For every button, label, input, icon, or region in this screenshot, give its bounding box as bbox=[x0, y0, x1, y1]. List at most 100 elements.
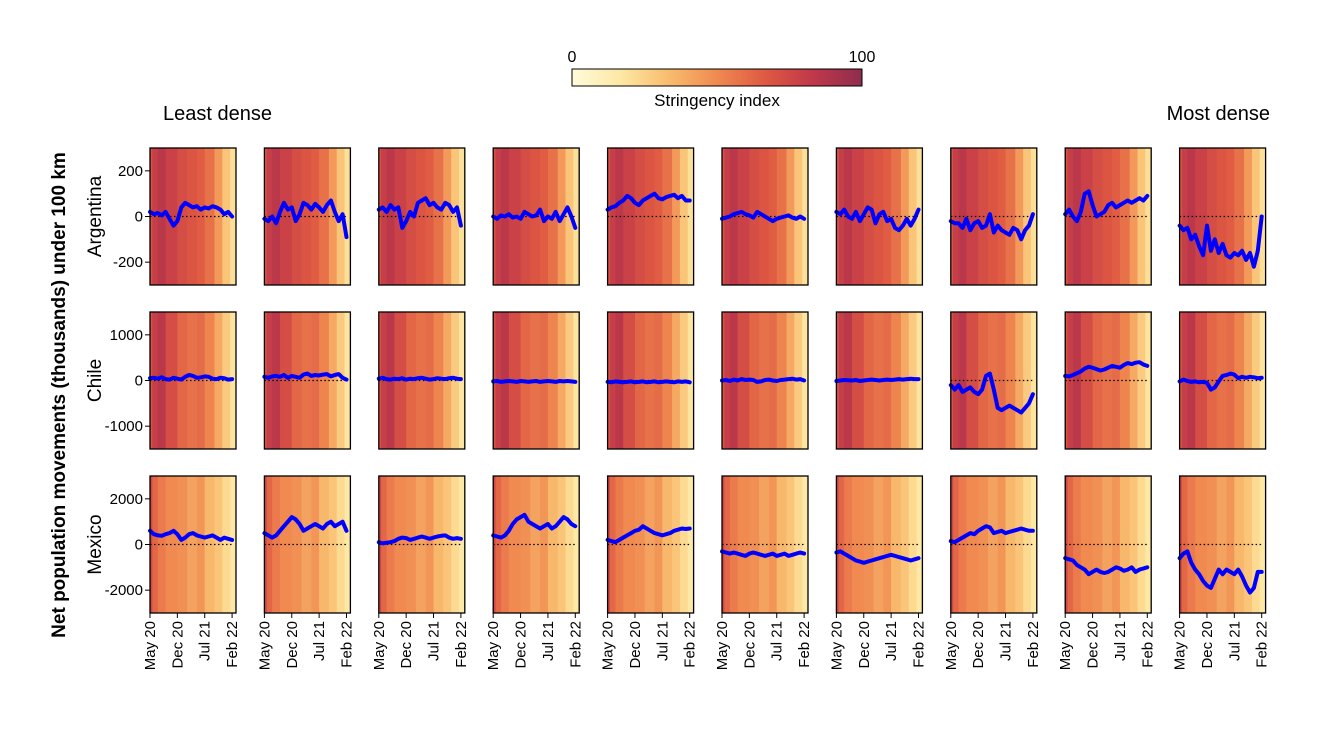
panel-chile-7 bbox=[834, 311, 924, 450]
stringency-band bbox=[458, 148, 466, 285]
stringency-band bbox=[386, 476, 395, 613]
y-tick-label: 2000 bbox=[110, 491, 143, 508]
stringency-band bbox=[157, 476, 167, 613]
stringency-band bbox=[1195, 476, 1208, 613]
stringency-band bbox=[530, 476, 541, 613]
stringency-band bbox=[1119, 476, 1131, 613]
row-label-mexico: Mexico bbox=[85, 514, 106, 574]
x-tick-label: Dec 20 bbox=[169, 621, 186, 669]
stringency-band bbox=[1030, 312, 1038, 449]
stringency-band bbox=[916, 476, 923, 613]
panel-frame bbox=[263, 311, 352, 450]
stringency-band bbox=[654, 476, 663, 613]
x-tick-label: Dec 20 bbox=[970, 621, 987, 669]
stringency-band bbox=[958, 148, 967, 285]
stringency-band bbox=[883, 476, 892, 613]
stringency-band bbox=[1005, 312, 1016, 449]
stringency-band bbox=[319, 476, 330, 613]
stringency-band bbox=[157, 312, 167, 449]
stringency-band bbox=[1145, 312, 1152, 449]
stringency-band bbox=[1005, 476, 1016, 613]
stringency-band bbox=[458, 476, 466, 613]
stringency-band bbox=[433, 148, 444, 285]
panel-chile-1 bbox=[148, 311, 237, 450]
series-line bbox=[376, 196, 463, 230]
series-line bbox=[605, 524, 692, 545]
panel-argentina-6 bbox=[720, 147, 809, 286]
colorbar-gradient bbox=[571, 68, 863, 87]
stringency-band bbox=[966, 476, 979, 613]
panel-mexico-3: May 20 Dec 20 Jul 21 Feb 22 bbox=[371, 475, 470, 670]
panel-frame bbox=[378, 475, 466, 614]
x-tick-label: May 20 bbox=[371, 621, 388, 670]
panel-frame bbox=[606, 475, 695, 614]
row-label-argentina: Argentina bbox=[85, 175, 106, 257]
panel-frame bbox=[1178, 147, 1267, 286]
panel-frame bbox=[835, 475, 924, 614]
series-line bbox=[148, 200, 235, 228]
colorbar-min-label: 0 bbox=[568, 49, 577, 66]
panel-frame bbox=[721, 475, 809, 614]
stringency-band bbox=[662, 148, 673, 285]
series-line bbox=[262, 198, 349, 240]
series-line bbox=[1063, 189, 1150, 224]
panel-frame bbox=[1178, 311, 1267, 450]
stringency-band bbox=[1145, 476, 1152, 613]
stringency-band bbox=[729, 148, 739, 285]
x-tick-label: May 20 bbox=[1057, 621, 1074, 670]
stringency-band bbox=[301, 148, 312, 285]
panel-mexico-2: May 20 Dec 20 Jul 21 Feb 22 bbox=[256, 475, 355, 670]
stringency-band bbox=[433, 476, 444, 613]
panel-frame bbox=[950, 475, 1038, 614]
stringency-band bbox=[1234, 476, 1245, 613]
panel-argentina-7 bbox=[834, 147, 924, 286]
series-line bbox=[491, 205, 578, 230]
stringency-band bbox=[1102, 312, 1113, 449]
panel-frame bbox=[1064, 475, 1152, 614]
stringency-band bbox=[204, 476, 215, 613]
panel-chile-3 bbox=[376, 311, 466, 450]
panel-argentina-9 bbox=[1063, 147, 1152, 286]
small-multiples-grid: Argentina-2000200Chile-100001000Mexico-2… bbox=[85, 147, 1271, 670]
series-line bbox=[834, 549, 921, 565]
stringency-band bbox=[280, 312, 293, 449]
series-line bbox=[491, 512, 578, 540]
stringency-band bbox=[433, 312, 444, 449]
panel-frame bbox=[149, 475, 237, 614]
x-tick-label: May 20 bbox=[714, 621, 731, 670]
x-tick-label: May 20 bbox=[943, 621, 960, 670]
stringency-band bbox=[501, 476, 510, 613]
y-tick-label: 0 bbox=[135, 537, 143, 554]
stringency-band bbox=[540, 476, 549, 613]
stringency-band bbox=[891, 148, 902, 285]
y-tick-label: 1000 bbox=[110, 327, 143, 344]
stringency-band bbox=[966, 148, 979, 285]
stringency-band bbox=[425, 476, 435, 613]
panel-argentina-10 bbox=[1177, 147, 1267, 286]
panel-frame bbox=[378, 311, 466, 450]
stringency-band bbox=[1187, 148, 1196, 285]
stringency-band bbox=[873, 476, 884, 613]
stringency-band bbox=[187, 312, 198, 449]
stringency-band bbox=[1226, 148, 1235, 285]
x-tick-label: May 20 bbox=[600, 621, 617, 670]
panel-frame bbox=[950, 311, 1038, 450]
stringency-band bbox=[272, 312, 281, 449]
stringency-band bbox=[644, 148, 656, 285]
series-line bbox=[262, 371, 349, 382]
x-tick-label: Feb 22 bbox=[338, 621, 355, 668]
x-tick-label: Dec 20 bbox=[856, 621, 873, 669]
stringency-band bbox=[415, 312, 427, 449]
stringency-band bbox=[987, 148, 999, 285]
stringency-band bbox=[1216, 312, 1228, 449]
x-tick-label: Jul 21 bbox=[197, 621, 214, 661]
stringency-band bbox=[344, 476, 351, 613]
x-tick-label: Jul 21 bbox=[998, 621, 1015, 661]
panel-frame bbox=[263, 475, 352, 614]
x-tick-label: Dec 20 bbox=[1199, 621, 1216, 669]
series-line bbox=[834, 205, 921, 233]
panel-frame bbox=[492, 147, 580, 286]
stringency-band bbox=[386, 148, 395, 285]
panel-argentina-3 bbox=[376, 147, 466, 286]
panel-argentina-4 bbox=[491, 147, 580, 286]
